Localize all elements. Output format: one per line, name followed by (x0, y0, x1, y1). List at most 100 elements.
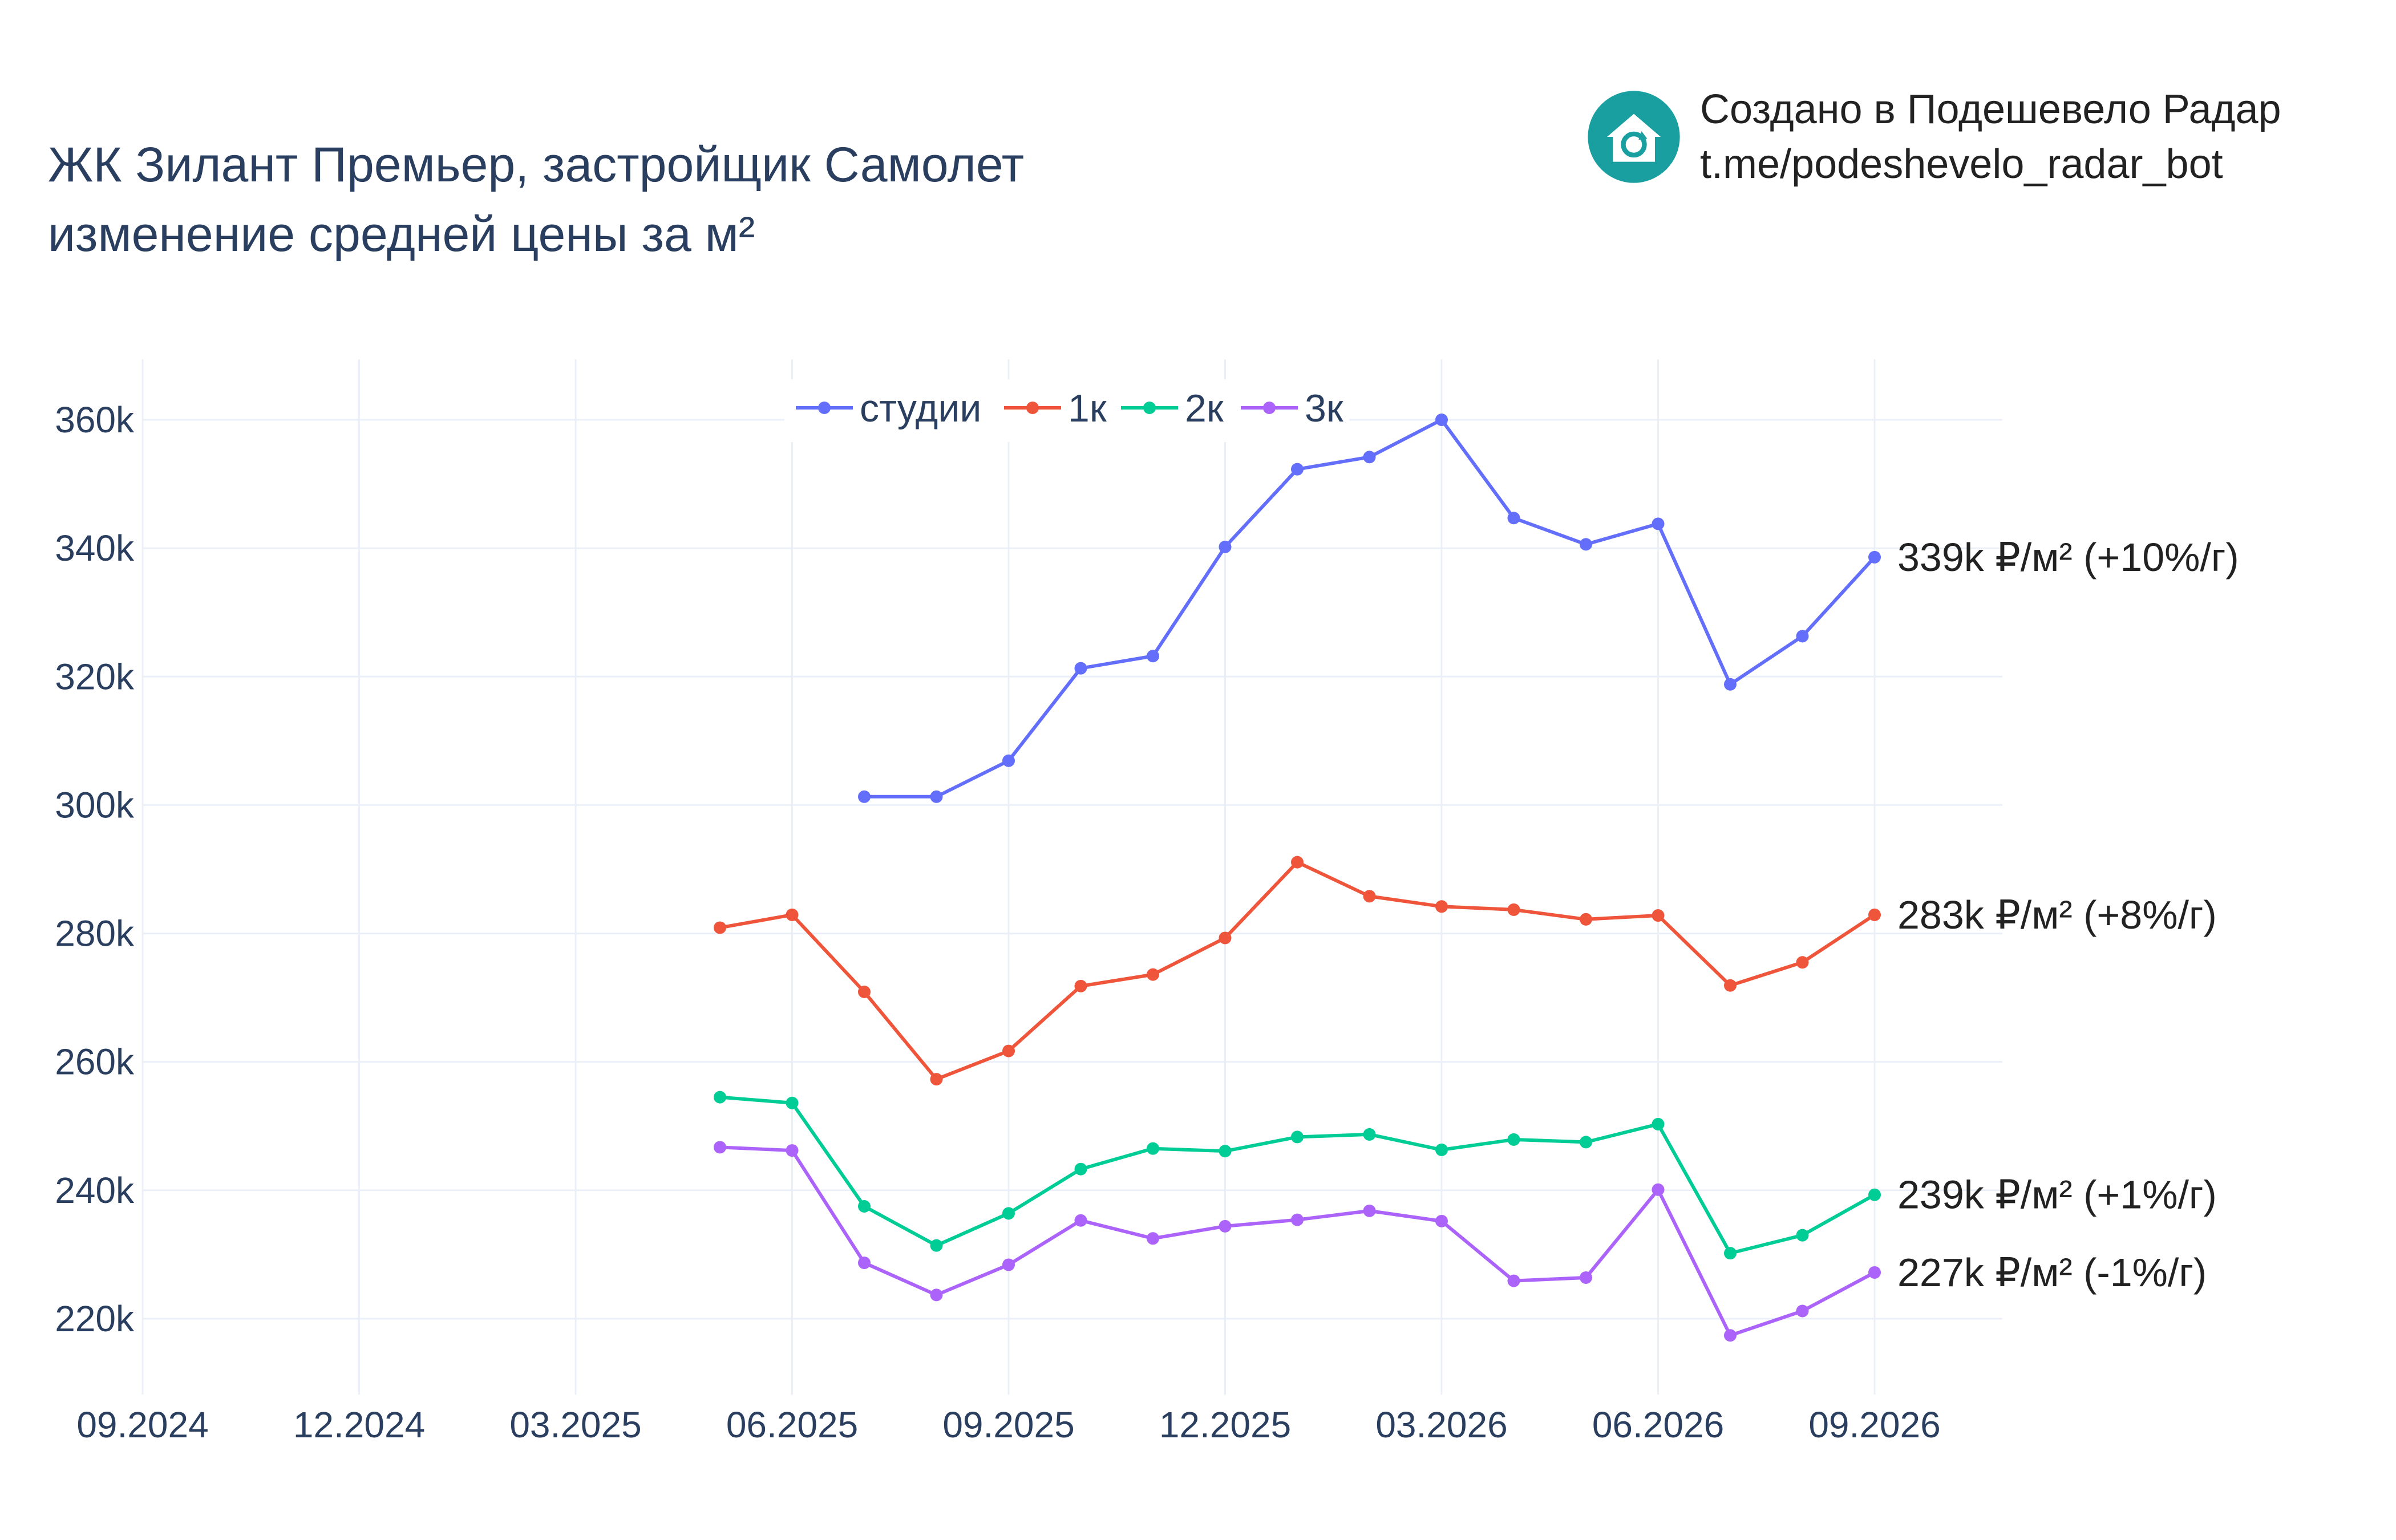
data-point (930, 1288, 943, 1302)
data-point (1147, 1232, 1159, 1245)
data-point (1002, 754, 1015, 767)
data-point (1724, 678, 1737, 691)
legend-label: 1к (1068, 387, 1107, 430)
data-point (1147, 1142, 1159, 1155)
data-point (714, 921, 726, 934)
data-point (1580, 1271, 1592, 1284)
data-point (858, 986, 871, 999)
chart-title-line2: изменение средней цены за м² (48, 207, 755, 262)
data-point (1363, 1204, 1376, 1217)
legend-marker (1026, 402, 1039, 414)
x-tick-label: 12.2024 (293, 1404, 425, 1445)
series-end-label: 227k ₽/м² (-1%/г) (1897, 1250, 2207, 1295)
series-line (719, 1145, 1876, 1338)
y-tick-label: 300k (55, 784, 135, 825)
legend-label: студии (860, 387, 981, 430)
data-point (1796, 630, 1809, 643)
chart-title: ЖК Зилант Премьер, застройщик Самолет из… (48, 130, 1024, 269)
data-point (1796, 1229, 1809, 1242)
data-point (1074, 662, 1087, 675)
branding-line2: t.me/podeshevelo_radar_bot (1700, 141, 2223, 187)
data-point (1507, 903, 1520, 916)
x-tick-label: 06.2026 (1592, 1404, 1724, 1445)
house-refresh-icon (1588, 91, 1680, 183)
legend-label: 3к (1305, 387, 1344, 430)
data-point (1363, 1128, 1376, 1141)
data-point (1363, 890, 1376, 903)
legend-marker (818, 402, 831, 414)
data-point (1435, 1214, 1448, 1227)
x-tick-label: 09.2025 (942, 1404, 1074, 1445)
data-point (786, 908, 799, 921)
data-point (858, 1200, 871, 1213)
data-point (1435, 900, 1448, 913)
data-point (1580, 1136, 1592, 1149)
data-point (1796, 956, 1809, 969)
data-point (1074, 1162, 1087, 1176)
y-tick-label: 220k (55, 1298, 135, 1339)
data-point (930, 790, 943, 803)
data-point (1074, 1214, 1087, 1227)
data-point (1724, 1247, 1737, 1260)
x-tick-label: 06.2025 (726, 1404, 858, 1445)
data-point (1147, 968, 1159, 981)
x-tick-label: 09.2024 (76, 1404, 208, 1445)
y-tick-label: 340k (55, 528, 135, 569)
y-tick-label: 240k (55, 1170, 135, 1211)
series-line (864, 418, 1876, 799)
x-tick-label: 03.2025 (509, 1404, 641, 1445)
data-point (1868, 550, 1881, 564)
branding: Создано в Подешевело Радар t.me/podeshev… (1586, 82, 2281, 192)
series-end-label: 283k ₽/м² (+8%/г) (1897, 893, 2217, 937)
data-point (858, 790, 871, 803)
data-point (930, 1073, 943, 1086)
data-point (1074, 979, 1087, 992)
series-line (719, 1095, 1876, 1255)
data-point (1363, 451, 1376, 464)
data-point (930, 1239, 943, 1252)
data-point (714, 1141, 726, 1154)
data-point (1580, 538, 1592, 551)
data-point (786, 1096, 799, 1109)
data-point (1002, 1207, 1015, 1220)
data-point (1219, 540, 1232, 553)
series-end-label: 339k ₽/м² (+10%/г) (1897, 535, 2239, 579)
legend-background (784, 379, 1349, 442)
series-end-label: 239k ₽/м² (+1%/г) (1897, 1173, 2217, 1217)
data-point (1507, 512, 1520, 525)
data-point (1002, 1044, 1015, 1057)
legend-label: 2к (1185, 387, 1224, 430)
x-tick-label: 03.2026 (1375, 1404, 1507, 1445)
data-point (858, 1257, 871, 1270)
data-point (1724, 1329, 1737, 1342)
data-point (1002, 1258, 1015, 1271)
data-point (1219, 1145, 1232, 1158)
data-point (1147, 650, 1159, 663)
data-point (1724, 979, 1737, 992)
legend-marker (1263, 402, 1276, 414)
legend-marker (1143, 402, 1156, 414)
data-point (1652, 517, 1665, 530)
branding-line1: Создано в Подешевело Радар (1700, 87, 2281, 132)
chart-title-line1: ЖК Зилант Премьер, застройщик Самолет (48, 137, 1025, 192)
y-tick-label: 360k (55, 399, 135, 440)
data-point (1580, 913, 1592, 926)
data-point (1435, 1143, 1448, 1156)
y-tick-label: 280k (55, 913, 135, 954)
data-point (1291, 856, 1304, 869)
data-point (1507, 1274, 1520, 1287)
series-line (719, 860, 1876, 1081)
data-point (1291, 1213, 1304, 1226)
data-point (1219, 1219, 1232, 1233)
data-point (1796, 1304, 1809, 1318)
data-point (1868, 1266, 1881, 1279)
x-tick-label: 09.2026 (1808, 1404, 1940, 1445)
data-point (1219, 931, 1232, 945)
data-point (1291, 463, 1304, 476)
data-point (786, 1144, 799, 1157)
data-point (1507, 1133, 1520, 1146)
y-tick-label: 260k (55, 1041, 135, 1083)
data-point (714, 1091, 726, 1104)
data-point (1435, 414, 1448, 426)
